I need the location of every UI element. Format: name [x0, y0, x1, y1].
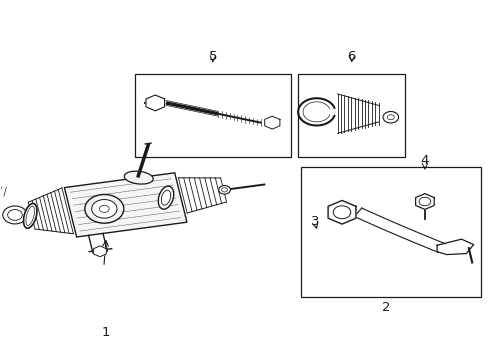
- Polygon shape: [354, 208, 445, 252]
- Circle shape: [84, 194, 123, 223]
- Circle shape: [386, 115, 393, 120]
- Polygon shape: [415, 194, 433, 210]
- Circle shape: [218, 185, 230, 194]
- Circle shape: [418, 197, 430, 206]
- Bar: [298, 74, 405, 157]
- Text: 5: 5: [208, 50, 217, 63]
- Circle shape: [332, 206, 350, 219]
- Text: 6: 6: [347, 50, 355, 63]
- Ellipse shape: [26, 206, 35, 226]
- Circle shape: [221, 188, 227, 192]
- Text: 2: 2: [381, 301, 389, 314]
- Ellipse shape: [161, 190, 170, 205]
- Circle shape: [99, 205, 109, 212]
- Polygon shape: [264, 116, 279, 129]
- Polygon shape: [94, 246, 106, 257]
- Circle shape: [91, 199, 117, 218]
- Text: 1: 1: [101, 326, 110, 339]
- Polygon shape: [436, 239, 473, 255]
- Text: 4: 4: [420, 154, 428, 167]
- Ellipse shape: [158, 186, 173, 209]
- Circle shape: [8, 210, 22, 220]
- Circle shape: [382, 112, 398, 123]
- Text: 3: 3: [310, 215, 319, 228]
- Ellipse shape: [124, 171, 153, 184]
- Polygon shape: [64, 173, 186, 237]
- Bar: [135, 74, 290, 157]
- Polygon shape: [146, 95, 164, 111]
- Bar: [300, 167, 480, 297]
- Circle shape: [3, 206, 27, 224]
- Ellipse shape: [23, 203, 37, 228]
- Polygon shape: [327, 201, 355, 224]
